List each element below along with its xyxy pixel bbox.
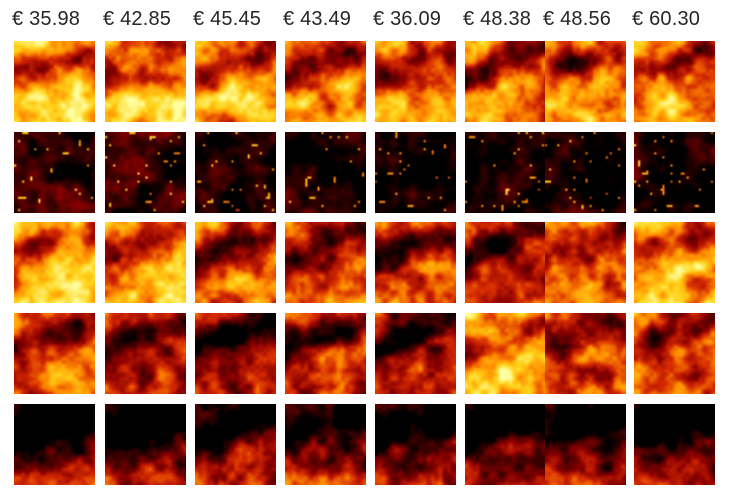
heatmap-image — [465, 313, 546, 394]
heatmap-image — [195, 404, 276, 485]
heatmap-tile — [375, 313, 456, 394]
heatmap-tile — [465, 132, 546, 213]
price-label: € 48.56 — [543, 8, 612, 30]
heatmap-image — [465, 222, 546, 303]
price-label: € 35.98 — [12, 8, 81, 30]
heatmap-image — [634, 222, 715, 303]
heatmap-tile — [375, 41, 456, 122]
price-label: € 48.38 — [463, 8, 532, 30]
heatmap-tile — [105, 222, 186, 303]
heatmap-image — [14, 404, 95, 485]
heatmap-image — [105, 222, 186, 303]
heatmap-tile — [465, 41, 546, 122]
heatmap-tile — [634, 404, 715, 485]
heatmap-tile — [545, 404, 626, 485]
heatmap-tile — [465, 222, 546, 303]
heatmap-image — [545, 41, 626, 122]
heatmap-tile — [545, 132, 626, 213]
heatmap-tile — [14, 132, 95, 213]
heatmap-image — [105, 404, 186, 485]
price-label: € 60.30 — [632, 8, 701, 30]
heatmap-tile — [375, 132, 456, 213]
heatmap-image — [285, 313, 366, 394]
heatmap-tile — [195, 222, 276, 303]
heatmap-tile — [285, 404, 366, 485]
heatmap-tile — [545, 222, 626, 303]
heatmap-image — [465, 132, 546, 213]
heatmap-tile — [545, 313, 626, 394]
heatmap-image — [634, 132, 715, 213]
heatmap-image — [195, 41, 276, 122]
heatmap-image — [545, 222, 626, 303]
heatmap-image — [545, 313, 626, 394]
heatmap-image — [285, 404, 366, 485]
heatmap-tile — [195, 404, 276, 485]
heatmap-image — [375, 404, 456, 485]
heatmap-image — [634, 313, 715, 394]
heatmap-tile — [105, 41, 186, 122]
heatmap-image — [14, 132, 95, 213]
heatmap-image — [375, 313, 456, 394]
heatmap-image — [634, 404, 715, 485]
heatmap-tile — [195, 313, 276, 394]
price-label: € 42.85 — [103, 8, 172, 30]
heatmap-image — [465, 404, 546, 485]
heatmap-image — [14, 41, 95, 122]
heatmap-tile — [195, 41, 276, 122]
heatmap-tile — [465, 313, 546, 394]
heatmap-tile — [375, 404, 456, 485]
heatmap-tile — [105, 132, 186, 213]
price-label: € 45.45 — [193, 8, 262, 30]
heatmap-image — [285, 222, 366, 303]
heatmap-tile — [285, 313, 366, 394]
heatmap-image — [14, 222, 95, 303]
heatmap-tile — [634, 41, 715, 122]
heatmap-image — [545, 404, 626, 485]
heatmap-image — [375, 41, 456, 122]
heatmap-tile — [105, 313, 186, 394]
heatmap-tile — [285, 132, 366, 213]
heatmap-tile — [285, 41, 366, 122]
heatmap-tile — [634, 222, 715, 303]
heatmap-image — [375, 222, 456, 303]
heatmap-tile — [14, 404, 95, 485]
heatmap-tile — [634, 132, 715, 213]
heatmap-image — [465, 41, 546, 122]
heatmap-tile — [195, 132, 276, 213]
heatmap-image — [105, 313, 186, 394]
heatmap-tile — [634, 313, 715, 394]
price-label: € 36.09 — [373, 8, 442, 30]
heatmap-tile — [14, 313, 95, 394]
heatmap-image — [285, 132, 366, 213]
heatmap-tile — [465, 404, 546, 485]
heatmap-tile — [545, 41, 626, 122]
heatmap-image — [545, 132, 626, 213]
heatmap-image — [195, 132, 276, 213]
heatmap-image — [105, 41, 186, 122]
heatmap-tile — [375, 222, 456, 303]
heatmap-image — [285, 41, 366, 122]
heatmap-image — [375, 132, 456, 213]
heatmap-image — [634, 41, 715, 122]
heatmap-tile — [285, 222, 366, 303]
heatmap-tile — [14, 41, 95, 122]
heatmap-image — [195, 313, 276, 394]
heatmap-image — [195, 222, 276, 303]
heatmap-image — [105, 132, 186, 213]
heatmap-tile — [105, 404, 186, 485]
price-label: € 43.49 — [283, 8, 352, 30]
heatmap-image — [14, 313, 95, 394]
heatmap-tile — [14, 222, 95, 303]
